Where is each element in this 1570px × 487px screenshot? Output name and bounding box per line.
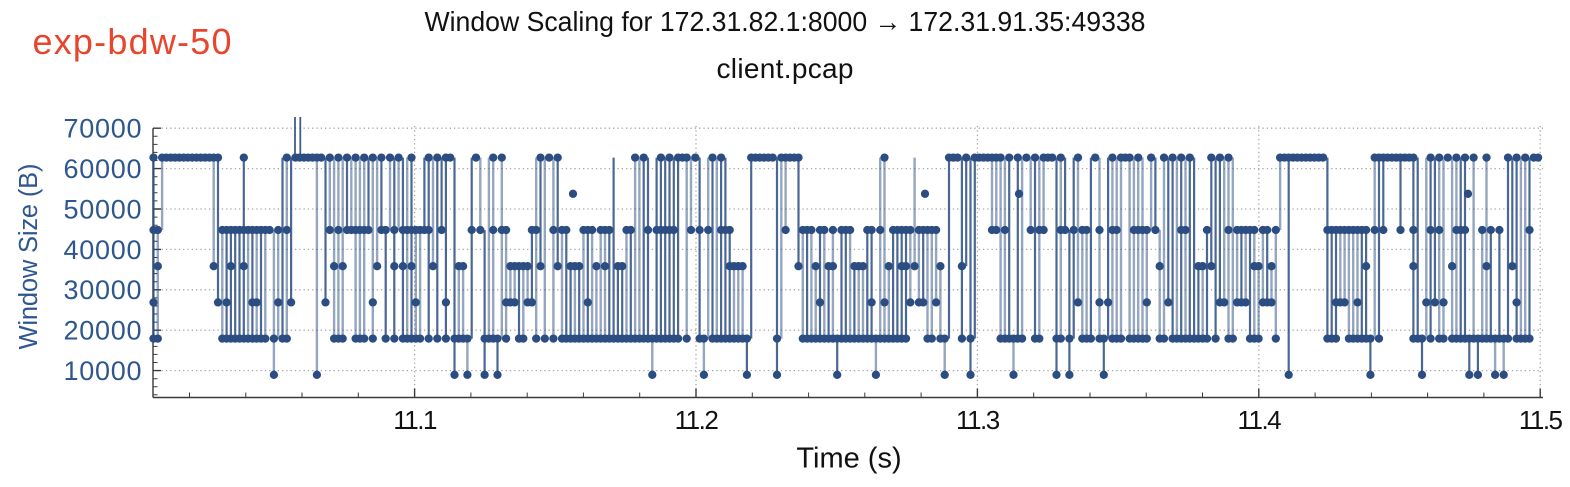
svg-text:Window Size (B): Window Size (B): [15, 164, 43, 350]
svg-text:11.3: 11.3: [956, 405, 1000, 435]
svg-text:50000: 50000: [64, 194, 142, 224]
svg-text:11.2: 11.2: [675, 405, 719, 435]
svg-text:11.5: 11.5: [1519, 405, 1563, 435]
svg-text:Window Scaling for 172.31.82.1: Window Scaling for 172.31.82.1:8000 → 17…: [425, 6, 1146, 37]
svg-text:60000: 60000: [64, 154, 142, 184]
svg-text:11.4: 11.4: [1237, 405, 1281, 435]
svg-text:20000: 20000: [64, 316, 142, 346]
svg-text:client.pcap: client.pcap: [717, 53, 854, 84]
svg-text:10000: 10000: [64, 356, 142, 386]
svg-text:40000: 40000: [64, 235, 142, 265]
svg-text:30000: 30000: [64, 275, 142, 305]
svg-text:70000: 70000: [64, 114, 142, 144]
svg-text:Time (s): Time (s): [796, 443, 901, 475]
svg-text:exp-bdw-50: exp-bdw-50: [33, 21, 232, 62]
svg-text:11.1: 11.1: [393, 405, 437, 435]
